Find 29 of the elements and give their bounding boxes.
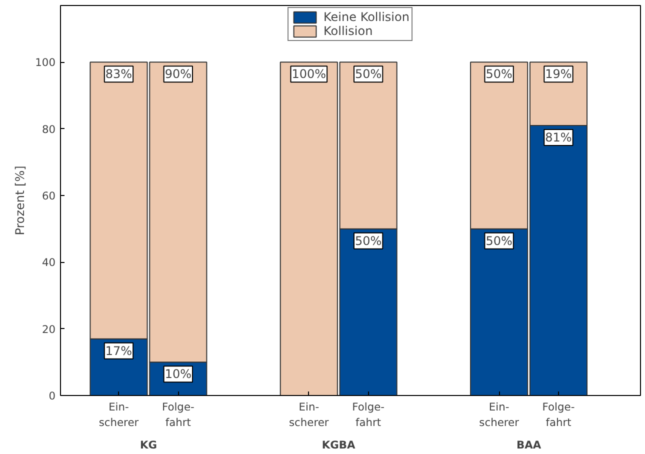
data-label: 90% [164,67,192,82]
x-tick-label: Ein- scherer [479,400,520,430]
legend-label: Keine Kollision [324,10,410,24]
y-tick-label: 20 [42,322,56,336]
x-tick-label: Folge- fahrt [352,400,385,430]
data-label: 50% [486,67,512,82]
data-label: 83% [105,67,132,82]
y-tick-label: 100 [35,56,56,70]
data-label: 50% [486,234,512,248]
data-label: 50% [354,234,382,248]
legend-label: Kollision [324,24,373,38]
x-tick-label: Folge- fahrt [162,400,195,430]
x-tick-label: Ein- scherer [98,400,140,430]
text: KG [140,438,157,452]
y-tick-label: 0 [48,390,56,402]
y-tick-label: 60 [42,190,56,202]
data-label: 10% [164,367,192,382]
x-tick-label: Folge- fahrt [542,400,575,430]
y-axis-title: Prozent [%] [13,166,28,236]
y-tick-label: 80 [42,122,56,136]
x-tick-label: Ein- scherer [289,400,330,430]
data-label: 100% [292,67,326,82]
data-label: 17% [105,344,132,358]
data-label: 50% [354,67,382,82]
y-tick-label: 40 [42,256,56,270]
data-label: 81% [545,130,572,144]
text: KGBA [322,438,356,452]
data-label: 19% [545,67,572,82]
text: BAA [516,438,542,452]
